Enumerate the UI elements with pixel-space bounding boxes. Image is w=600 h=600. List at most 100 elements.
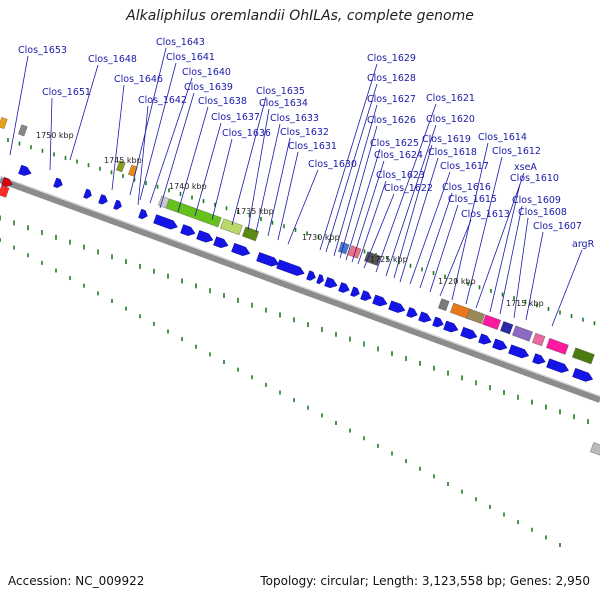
leader-line bbox=[159, 92, 195, 209]
forward-gene bbox=[388, 300, 406, 313]
gene-label: Clos_1627 bbox=[367, 94, 416, 105]
feature-block bbox=[116, 160, 126, 173]
leader-line bbox=[194, 122, 222, 217]
forward-gene bbox=[53, 177, 63, 188]
forward-gene bbox=[138, 208, 148, 220]
leader-line bbox=[345, 148, 381, 261]
leader-line bbox=[111, 84, 125, 191]
leader-line bbox=[363, 193, 395, 269]
gene-label: Clos_1637 bbox=[211, 112, 260, 123]
feature-block bbox=[338, 241, 350, 255]
forward-gene bbox=[153, 214, 178, 230]
feature-block bbox=[532, 332, 546, 347]
feature-block bbox=[18, 124, 28, 137]
forward-gene bbox=[276, 259, 305, 276]
gene-label: Clos_1638 bbox=[198, 96, 247, 107]
forward-gene bbox=[213, 236, 229, 249]
feature-block bbox=[466, 308, 485, 324]
leader-line bbox=[375, 103, 437, 273]
leader-line bbox=[475, 172, 525, 309]
leader-line bbox=[439, 219, 472, 297]
gene-label: Clos_1616 bbox=[442, 182, 491, 193]
feature-block bbox=[0, 185, 10, 198]
gene-label: Clos_1619 bbox=[422, 134, 471, 145]
leader-line bbox=[277, 151, 299, 241]
feature-block bbox=[512, 325, 533, 342]
leader-line bbox=[409, 171, 451, 285]
forward-gene bbox=[572, 367, 594, 382]
leader-line bbox=[177, 106, 209, 213]
gene-label: Clos_1636 bbox=[222, 128, 271, 139]
leader-line bbox=[325, 83, 378, 253]
gene-label: Clos_1622 bbox=[384, 183, 433, 194]
leader-line bbox=[385, 124, 437, 277]
gene-label: Clos_1630 bbox=[308, 159, 357, 170]
kbp-label: 1715 kbp bbox=[506, 299, 544, 308]
gene-label: Clos_1615 bbox=[448, 194, 497, 205]
leader-line bbox=[137, 105, 149, 206]
leader-line bbox=[211, 138, 233, 221]
feature-block bbox=[500, 321, 514, 335]
leader-line bbox=[333, 104, 378, 257]
gene-label: Clos_1629 bbox=[367, 53, 416, 64]
feature-block bbox=[438, 298, 450, 311]
forward-gene bbox=[360, 290, 372, 301]
leader-line bbox=[231, 96, 267, 226]
leader-line bbox=[489, 183, 521, 313]
gene-label: xseA bbox=[514, 162, 537, 173]
feature-block bbox=[0, 117, 8, 129]
leader-line bbox=[393, 144, 433, 279]
gene-label: Clos_1613 bbox=[461, 209, 510, 220]
gene-label: Clos_1633 bbox=[270, 113, 319, 124]
gene-label: argR bbox=[572, 239, 595, 250]
reverse-gene bbox=[1, 177, 13, 187]
forward-gene bbox=[460, 326, 478, 340]
feature-block bbox=[364, 251, 382, 266]
leader-line bbox=[149, 77, 193, 204]
gene-label: Clos_1631 bbox=[288, 141, 337, 152]
leader-line bbox=[69, 64, 99, 161]
leader-line bbox=[267, 137, 291, 237]
gene-label: Clos_1618 bbox=[428, 147, 477, 158]
topology-text: Topology: circular; Length: 3,123,558 bp… bbox=[260, 574, 590, 588]
leader-line bbox=[319, 63, 378, 251]
gene-label: Clos_1634 bbox=[259, 98, 308, 109]
leader-line bbox=[287, 169, 319, 245]
feature-block bbox=[546, 338, 569, 355]
leader-line bbox=[465, 156, 503, 305]
forward-gene bbox=[508, 344, 530, 359]
gene-label: Clos_1623 bbox=[376, 170, 425, 181]
forward-gene bbox=[492, 338, 508, 351]
leader-line bbox=[513, 217, 529, 319]
forward-gene bbox=[113, 199, 122, 210]
gene-label: Clos_1609 bbox=[512, 195, 561, 206]
gene-label: Clos_1641 bbox=[166, 52, 215, 63]
gene-label: Clos_1632 bbox=[280, 127, 329, 138]
gene-label: Clos_1608 bbox=[518, 207, 567, 218]
gene-label: Clos_1621 bbox=[426, 93, 475, 104]
gene-label: Clos_1628 bbox=[367, 73, 416, 84]
leader-line bbox=[525, 231, 544, 321]
gene-label: Clos_1648 bbox=[88, 54, 137, 65]
leader-line bbox=[551, 249, 583, 327]
gene-label: Clos_1610 bbox=[510, 173, 559, 184]
gene-label: Clos_1643 bbox=[156, 37, 205, 48]
leader-line bbox=[255, 123, 281, 233]
backbone-line bbox=[0, 177, 600, 403]
kbp-label: 1735 kbp bbox=[236, 207, 274, 216]
forward-gene bbox=[324, 277, 338, 289]
accession-text: Accession: NC_009922 bbox=[8, 574, 145, 588]
leader-line bbox=[399, 157, 439, 283]
leader-line bbox=[247, 108, 270, 231]
leader-line bbox=[129, 47, 167, 196]
leader-line bbox=[339, 125, 378, 259]
kbp-label: 1730 kbp bbox=[302, 233, 340, 242]
gene-label: Clos_1624 bbox=[374, 150, 423, 161]
leader-line bbox=[357, 180, 387, 265]
kbp-label: 1740 kbp bbox=[169, 182, 207, 191]
gene-label: Clos_1646 bbox=[114, 74, 163, 85]
leader-line bbox=[451, 142, 489, 301]
leader-line bbox=[139, 62, 177, 201]
forward-gene bbox=[418, 311, 432, 323]
